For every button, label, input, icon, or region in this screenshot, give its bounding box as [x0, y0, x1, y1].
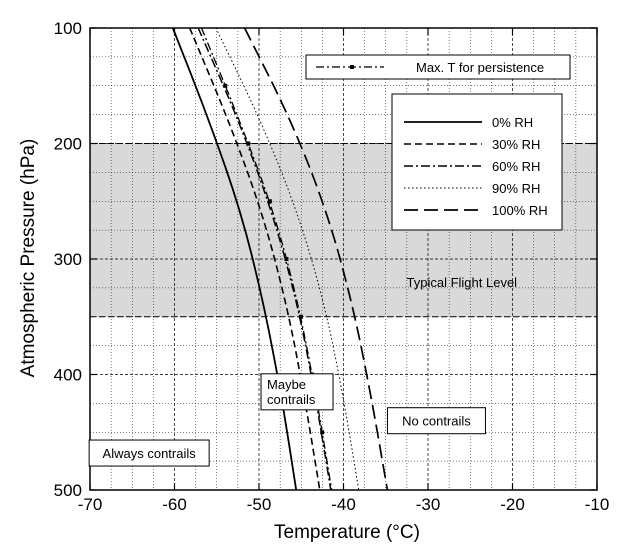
legend-persistence-label: Max. T for persistence: [416, 60, 544, 75]
y-tick-label: 100: [54, 19, 82, 38]
legend: Max. T for persistence 0% RH 30% RH 60% RH 9…: [305, 54, 571, 231]
x-tick-label: -70: [78, 495, 103, 514]
series-marker: [223, 83, 228, 88]
series-line-1: [188, 27, 321, 491]
annotation-text-1: Maybe: [267, 377, 306, 392]
series-line-4: [243, 27, 389, 491]
legend-persistence-box: [305, 54, 571, 80]
legend-rh-box: [391, 93, 563, 231]
legend-label-4: 100% RH: [492, 203, 548, 218]
series-line-5: [200, 27, 333, 491]
annotation-box-2: [386, 407, 486, 435]
legend-persistence-marker: [350, 65, 354, 69]
series-marker: [298, 314, 303, 319]
x-axis-title: Temperature (°C): [274, 522, 420, 543]
x-tick-label: -60: [162, 495, 187, 514]
series-group: [171, 27, 389, 491]
annotation-text-0: Typical Flight Level: [407, 275, 518, 290]
x-tick-label: -40: [331, 495, 356, 514]
legend-label-1: 30% RH: [492, 137, 540, 152]
annotation-text-3: Always contrails: [103, 446, 197, 461]
y-tick-label: 400: [54, 366, 82, 385]
x-tick-label: -50: [247, 495, 272, 514]
legend-label-2: 60% RH: [492, 159, 540, 174]
annotation-box-1: [260, 373, 334, 411]
x-tick-label: -10: [585, 495, 610, 514]
legend-label-3: 90% RH: [492, 181, 540, 196]
series-marker: [284, 257, 289, 261]
annotation-text-2: No contrails: [402, 414, 471, 429]
series-marker: [320, 430, 325, 435]
grid-lines: [90, 28, 597, 490]
series-marker: [246, 141, 251, 146]
y-axis-title: Atmospheric Pressure (hPa): [18, 139, 39, 378]
series-marker: [267, 199, 272, 204]
y-tick-label: 200: [54, 135, 82, 154]
legend-label-0: 0% RH: [492, 115, 533, 130]
series-line-0: [171, 27, 298, 491]
y-tick-label: 300: [54, 250, 82, 269]
annotation-text-1-line2: contrails: [267, 392, 316, 407]
tick-labels: -70 -60 -50 -40 -30 -20 -10 100 200 300 400 500: [54, 19, 610, 514]
series-line-2: [197, 27, 332, 491]
series-line-3: [215, 27, 360, 491]
annotation-box-3: [88, 439, 210, 467]
x-tick-label: -30: [416, 495, 441, 514]
y-tick-label: 500: [54, 481, 82, 500]
x-tick-label: -20: [500, 495, 525, 514]
